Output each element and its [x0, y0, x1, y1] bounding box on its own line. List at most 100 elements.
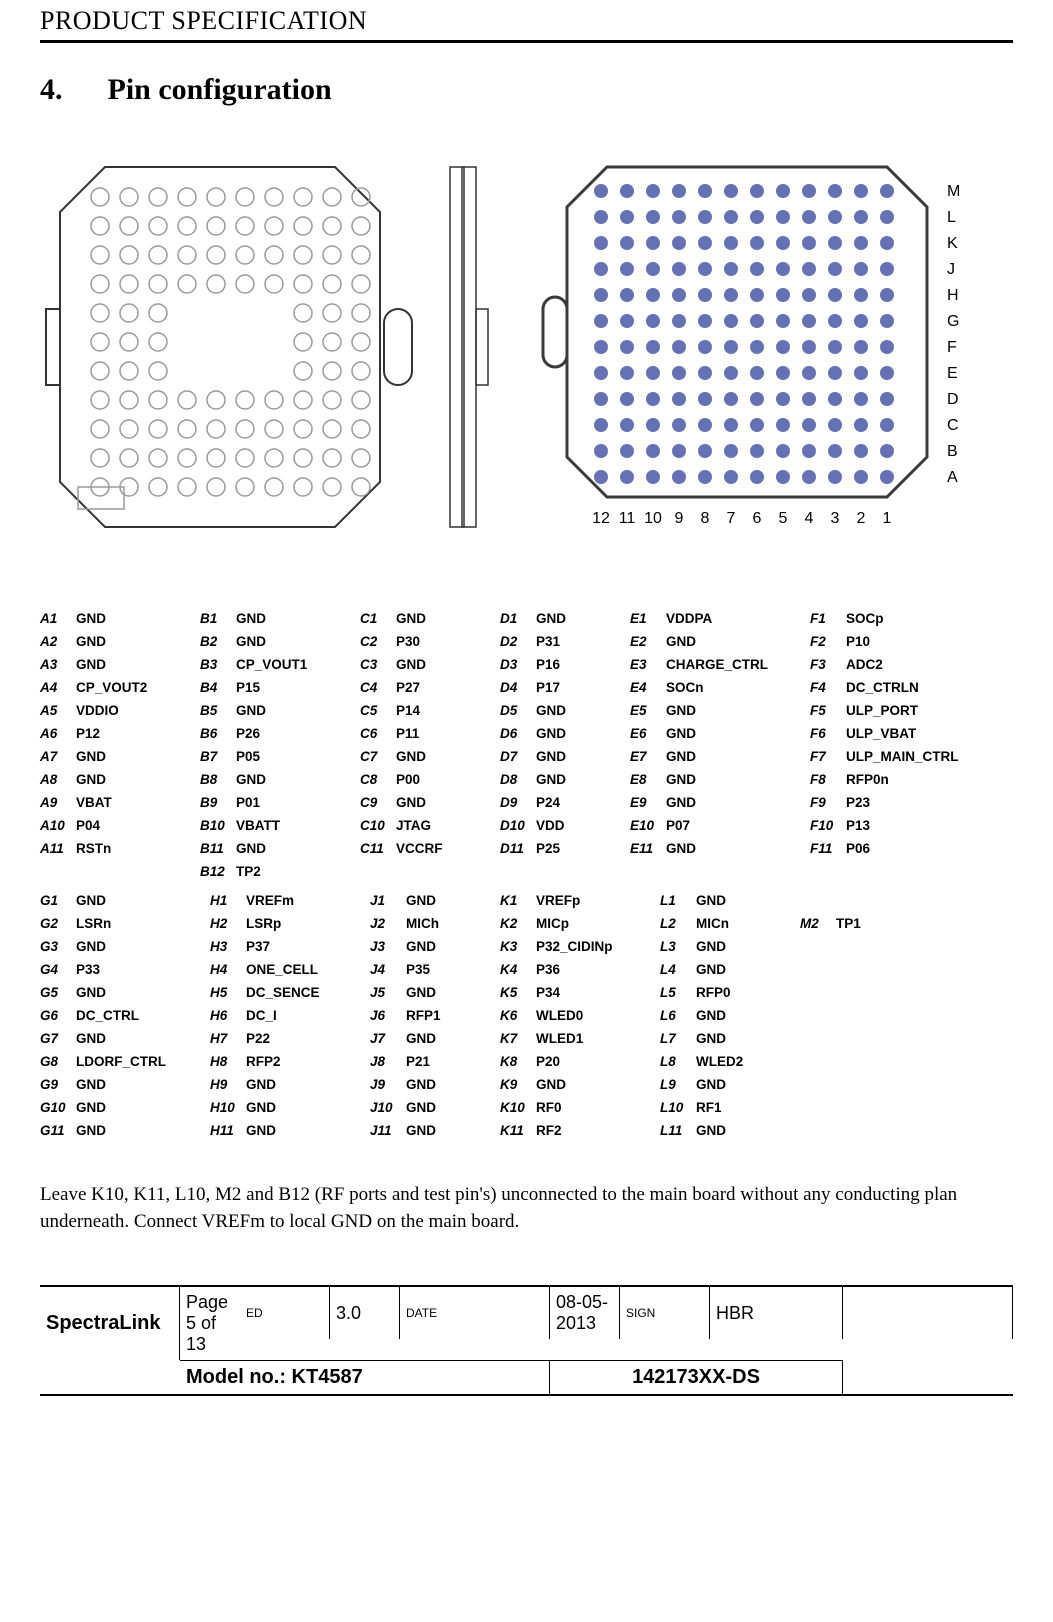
pin-name: GND	[236, 772, 266, 787]
pin-name: DC_I	[246, 1008, 277, 1023]
pin-row: F10P13	[810, 814, 986, 837]
pin-id: H8	[210, 1054, 246, 1069]
pin-row: K1VREFp	[500, 889, 656, 912]
pin-name: GND	[76, 749, 106, 764]
pin-name: GND	[696, 1077, 726, 1092]
pin-name: GND	[396, 749, 426, 764]
pin-id: K8	[500, 1054, 536, 1069]
pin-name: GND	[666, 841, 696, 856]
pin-id: B5	[200, 703, 236, 718]
pin-id: C10	[360, 818, 396, 833]
pin-id: D7	[500, 749, 536, 764]
pin-row: D4P17	[500, 676, 626, 699]
pin-name: P14	[396, 703, 420, 718]
footer-table: SpectraLink ED 3.0 DATE 08-05-2013 SIGN …	[40, 1285, 1013, 1396]
pin-row: E7GND	[630, 745, 806, 768]
diagram-row: MLKJHGFEDCBA121110987654321	[40, 147, 1013, 547]
pin-row: G6DC_CTRL	[40, 1004, 206, 1027]
pin-id: C4	[360, 680, 396, 695]
pin-id: J4	[370, 962, 406, 977]
pin-id: A4	[40, 680, 76, 695]
pin-name: GND	[396, 657, 426, 672]
pin-row: J10GND	[370, 1096, 496, 1119]
pin-row: H2LSRp	[210, 912, 366, 935]
pin-row: B11GND	[200, 837, 356, 860]
pin-name: GND	[406, 939, 436, 954]
pin-id: L7	[660, 1031, 696, 1046]
svg-text:D: D	[947, 391, 959, 408]
pin-row: F1SOCp	[810, 607, 986, 630]
pin-name: P04	[76, 818, 100, 833]
pin-row: F8RFP0n	[810, 768, 986, 791]
pin-name: LSRp	[246, 916, 281, 931]
pin-name: MICh	[406, 916, 439, 931]
pin-id: C3	[360, 657, 396, 672]
pin-id: H5	[210, 985, 246, 1000]
pin-id: G3	[40, 939, 76, 954]
pin-id: L2	[660, 916, 696, 931]
pin-name: P20	[536, 1054, 560, 1069]
pin-id: D8	[500, 772, 536, 787]
pin-name: GND	[76, 1100, 106, 1115]
pin-row: A10P04	[40, 814, 196, 837]
pin-id: A8	[40, 772, 76, 787]
pin-id: J10	[370, 1100, 406, 1115]
pin-name: VCCRF	[396, 841, 443, 856]
svg-text:4: 4	[804, 510, 813, 527]
pin-row: C6P11	[360, 722, 496, 745]
pin-id: C9	[360, 795, 396, 810]
pin-row: L5RFP0	[660, 981, 796, 1004]
pin-id: A7	[40, 749, 76, 764]
pin-id: E9	[630, 795, 666, 810]
pin-id: G6	[40, 1008, 76, 1023]
pin-id: F5	[810, 703, 846, 718]
pin-row: B9P01	[200, 791, 356, 814]
svg-text:6: 6	[752, 510, 761, 527]
pin-id: J3	[370, 939, 406, 954]
pin-name: P26	[236, 726, 260, 741]
pin-name: SOCp	[846, 611, 884, 626]
pin-row: A3GND	[40, 653, 196, 676]
pin-row: L11GND	[660, 1119, 796, 1142]
pin-name: GND	[536, 749, 566, 764]
pin-name: RF2	[536, 1123, 562, 1138]
pin-row: L2MICn	[660, 912, 796, 935]
pin-id: B11	[200, 841, 236, 856]
pin-name: GND	[76, 939, 106, 954]
pin-name: TP2	[236, 864, 261, 879]
footer-ed-label: ED	[240, 1287, 330, 1339]
pin-name: P06	[846, 841, 870, 856]
pin-row: F7ULP_MAIN_CTRL	[810, 745, 986, 768]
pin-row: A7GND	[40, 745, 196, 768]
pin-row: E3CHARGE_CTRL	[630, 653, 806, 676]
pin-row: K3P32_CIDINp	[500, 935, 656, 958]
svg-text:A: A	[947, 469, 958, 486]
pin-row: E2GND	[630, 630, 806, 653]
pin-row: G9GND	[40, 1073, 206, 1096]
pin-id: B6	[200, 726, 236, 741]
svg-text:E: E	[947, 365, 958, 382]
pin-name: GND	[396, 611, 426, 626]
footer-date-value: 08-05-2013	[550, 1287, 620, 1339]
pin-row: B8GND	[200, 768, 356, 791]
pin-name: GND	[76, 772, 106, 787]
pin-row: F6ULP_VBAT	[810, 722, 986, 745]
pin-id: H10	[210, 1100, 246, 1115]
footer-page: Page 5 of 13	[180, 1287, 240, 1360]
pin-row: G4P33	[40, 958, 206, 981]
pin-row: E5GND	[630, 699, 806, 722]
pin-row: G11GND	[40, 1119, 206, 1142]
pin-name: GND	[406, 985, 436, 1000]
pin-row: K7WLED1	[500, 1027, 656, 1050]
pin-name: VREFp	[536, 893, 580, 908]
pin-id: A2	[40, 634, 76, 649]
pin-id: G1	[40, 893, 76, 908]
pin-row: B3CP_VOUT1	[200, 653, 356, 676]
svg-text:J: J	[947, 261, 955, 278]
pin-row: B10VBATT	[200, 814, 356, 837]
pin-id: H4	[210, 962, 246, 977]
pin-row: E10P07	[630, 814, 806, 837]
footer-sign-label: SIGN	[620, 1287, 710, 1339]
pin-row: A11RSTn	[40, 837, 196, 860]
pin-id: C7	[360, 749, 396, 764]
